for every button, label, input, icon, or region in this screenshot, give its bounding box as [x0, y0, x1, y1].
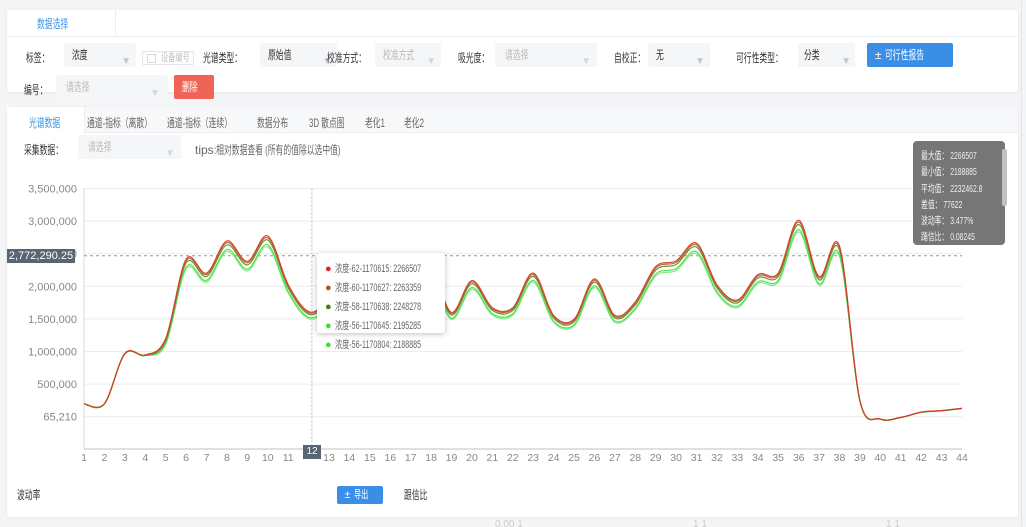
svg-text:42: 42: [915, 452, 927, 464]
svg-text:5: 5: [163, 452, 169, 464]
svg-text:36: 36: [793, 452, 805, 464]
svg-text:29: 29: [650, 452, 662, 464]
svg-text:40: 40: [874, 452, 886, 464]
svg-text:33: 33: [732, 452, 744, 464]
svg-text:4: 4: [142, 452, 148, 464]
svg-text:39: 39: [854, 452, 866, 464]
svg-text:24: 24: [548, 452, 560, 464]
svg-text:23: 23: [527, 452, 539, 464]
svg-text:10: 10: [262, 452, 274, 464]
svg-text:14: 14: [344, 452, 356, 464]
svg-text:26: 26: [589, 452, 601, 464]
svg-text:1: 1: [81, 452, 87, 464]
svg-text:20: 20: [466, 452, 478, 464]
svg-text:21: 21: [487, 452, 499, 464]
svg-text:37: 37: [813, 452, 825, 464]
svg-text:31: 31: [691, 452, 703, 464]
svg-text:38: 38: [834, 452, 846, 464]
svg-text:41: 41: [895, 452, 907, 464]
svg-text:16: 16: [384, 452, 396, 464]
svg-text:34: 34: [752, 452, 764, 464]
svg-text:13: 13: [323, 452, 335, 464]
svg-text:19: 19: [446, 452, 458, 464]
svg-text:7: 7: [204, 452, 210, 464]
svg-text:43: 43: [936, 452, 948, 464]
svg-text:32: 32: [711, 452, 723, 464]
svg-text:2: 2: [101, 452, 107, 464]
svg-text:28: 28: [629, 452, 641, 464]
svg-text:35: 35: [772, 452, 784, 464]
svg-text:3: 3: [122, 452, 128, 464]
svg-text:6: 6: [183, 452, 189, 464]
svg-text:11: 11: [283, 452, 294, 464]
svg-text:15: 15: [364, 452, 376, 464]
svg-text:18: 18: [425, 452, 437, 464]
svg-text:9: 9: [244, 452, 250, 464]
svg-text:44: 44: [956, 452, 968, 464]
svg-text:30: 30: [670, 452, 682, 464]
svg-text:17: 17: [405, 452, 417, 464]
svg-text:8: 8: [224, 452, 230, 464]
svg-text:22: 22: [507, 452, 519, 464]
svg-text:27: 27: [609, 452, 621, 464]
svg-text:25: 25: [568, 452, 580, 464]
